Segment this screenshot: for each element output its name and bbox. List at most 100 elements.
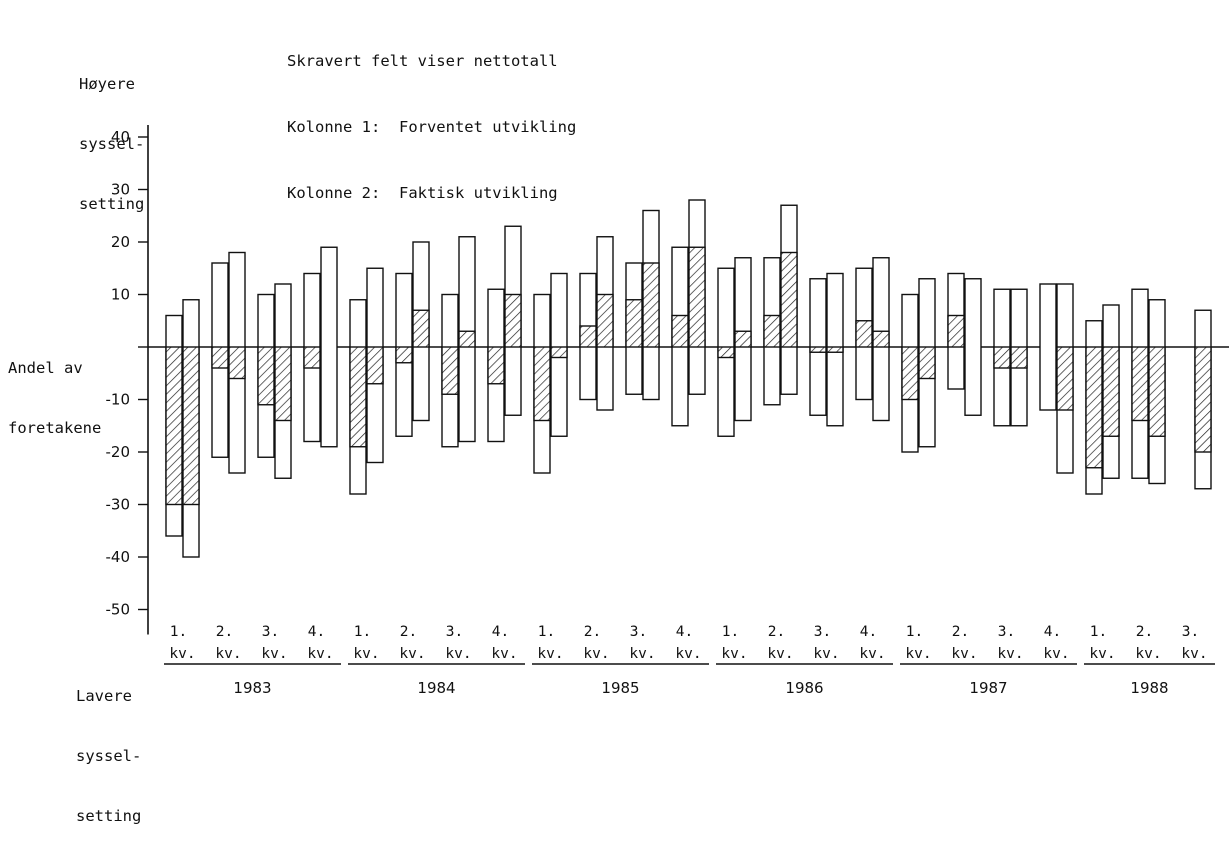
actual-net-bar — [505, 295, 521, 348]
note-line-2: Kolonne 1: Forventet utvikling — [287, 116, 576, 138]
actual-net-bar — [275, 347, 291, 421]
quarter-kv-label: kv. — [767, 646, 793, 662]
actual-net-bar — [1195, 347, 1211, 452]
x-labels-layer: 1. kv. 2. kv. 3. kv. 4. kv. 1. kv. 2. kv. 3. kv. 4. kv.… — [164, 624, 1215, 697]
expected-net-bar — [212, 347, 228, 368]
quarter-kv-label: kv. — [537, 646, 563, 662]
actual-net-bar — [1149, 347, 1165, 436]
y-label-middle: Andel av foretakene — [8, 318, 101, 458]
y-label-bottom-line-2: syssel- — [76, 746, 141, 766]
y-label-top-line-3: setting — [79, 194, 144, 214]
year-label: 1986 — [785, 679, 823, 697]
quarter-number-label: 3. — [1182, 624, 1199, 640]
quarter-kv-label: kv. — [307, 646, 333, 662]
bars-layer — [166, 200, 1211, 557]
expected-net-bar — [258, 347, 274, 405]
quarter-number-label: 4. — [308, 624, 325, 640]
expected-net-bar — [442, 347, 458, 394]
note-line-3: Kolonne 2: Faktisk utvikling — [287, 182, 576, 204]
expected-net-bar — [396, 347, 412, 363]
expected-net-bar — [1132, 347, 1148, 421]
quarter-kv-label: kv. — [997, 646, 1023, 662]
y-tick-label: -10 — [106, 391, 131, 409]
expected-net-bar — [350, 347, 366, 447]
quarter-number-label: 3. — [998, 624, 1015, 640]
actual-net-bar — [873, 331, 889, 347]
expected-net-bar — [902, 347, 918, 400]
quarter-kv-label: kv. — [491, 646, 517, 662]
quarter-kv-label: kv. — [353, 646, 379, 662]
actual-net-bar — [919, 347, 935, 379]
actual-net-bar — [689, 247, 705, 347]
actual-range-bar — [321, 247, 337, 447]
quarter-kv-label: kv. — [399, 646, 425, 662]
year-label: 1985 — [601, 679, 639, 697]
year-label: 1984 — [417, 679, 455, 697]
y-label-bottom-line-3: setting — [76, 806, 141, 826]
actual-range-bar — [965, 279, 981, 416]
quarter-number-label: 1. — [538, 624, 555, 640]
actual-net-bar — [1057, 347, 1073, 410]
expected-net-bar — [580, 326, 596, 347]
y-label-middle-line-1: Andel av — [8, 358, 101, 378]
year-label: 1983 — [233, 679, 271, 697]
quarter-number-label: 2. — [1136, 624, 1153, 640]
y-tick-label: -20 — [106, 443, 131, 461]
quarter-number-label: 3. — [446, 624, 463, 640]
expected-net-bar — [764, 316, 780, 348]
expected-net-bar — [856, 321, 872, 347]
quarter-number-label: 4. — [860, 624, 877, 640]
y-label-bottom: Lavere syssel- setting — [76, 646, 141, 846]
quarter-number-label: 4. — [1044, 624, 1061, 640]
y-tick-label: -30 — [106, 496, 131, 514]
expected-net-bar — [488, 347, 504, 384]
quarter-number-label: 1. — [722, 624, 739, 640]
quarter-kv-label: kv. — [675, 646, 701, 662]
note-line-1: Skravert felt viser nettotall — [287, 50, 576, 72]
quarter-kv-label: kv. — [1181, 646, 1207, 662]
expected-net-bar — [304, 347, 320, 368]
quarter-kv-label: kv. — [215, 646, 241, 662]
quarter-number-label: 3. — [630, 624, 647, 640]
actual-net-bar — [781, 253, 797, 348]
quarter-kv-label: kv. — [721, 646, 747, 662]
actual-net-bar — [1103, 347, 1119, 436]
quarter-number-label: 1. — [906, 624, 923, 640]
quarter-kv-label: kv. — [905, 646, 931, 662]
quarter-kv-label: kv. — [169, 646, 195, 662]
y-label-middle-line-2: foretakene — [8, 418, 101, 438]
quarter-number-label: 3. — [262, 624, 279, 640]
expected-net-bar — [994, 347, 1010, 368]
actual-net-bar — [459, 331, 475, 347]
expected-net-bar — [166, 347, 182, 505]
actual-net-bar — [183, 347, 199, 505]
expected-net-bar — [948, 316, 964, 348]
y-label-top: Høyere syssel- setting — [79, 34, 144, 234]
y-label-bottom-line-1: Lavere — [76, 686, 141, 706]
actual-net-bar — [643, 263, 659, 347]
expected-net-bar — [1086, 347, 1102, 468]
actual-net-bar — [367, 347, 383, 384]
actual-net-bar — [597, 295, 613, 348]
year-label: 1987 — [969, 679, 1007, 697]
quarter-number-label: 1. — [170, 624, 187, 640]
quarter-kv-label: kv. — [1089, 646, 1115, 662]
actual-net-bar — [735, 331, 751, 347]
quarter-kv-label: kv. — [813, 646, 839, 662]
quarter-kv-label: kv. — [951, 646, 977, 662]
actual-net-bar — [413, 310, 429, 347]
quarter-kv-label: kv. — [445, 646, 471, 662]
expected-net-bar — [810, 347, 826, 352]
expected-net-bar — [626, 300, 642, 347]
y-tick-label: -40 — [106, 548, 131, 566]
quarter-number-label: 2. — [584, 624, 601, 640]
y-label-top-line-1: Høyere — [79, 74, 144, 94]
chart-notes: Skravert felt viser nettotall Kolonne 1:… — [287, 6, 576, 226]
quarter-kv-label: kv. — [1043, 646, 1069, 662]
quarter-number-label: 2. — [400, 624, 417, 640]
actual-net-bar — [827, 347, 843, 352]
y-tick-label: 10 — [111, 286, 130, 304]
quarter-kv-label: kv. — [583, 646, 609, 662]
quarter-kv-label: kv. — [261, 646, 287, 662]
